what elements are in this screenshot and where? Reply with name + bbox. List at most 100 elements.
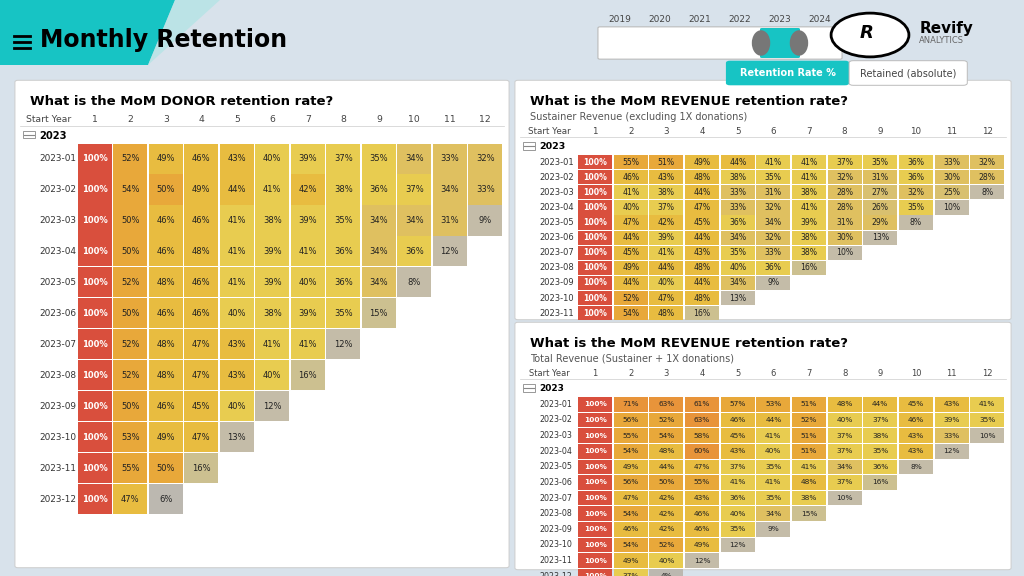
Text: 40%: 40% (729, 263, 746, 272)
Text: 10: 10 (910, 369, 922, 378)
Text: 52%: 52% (658, 542, 675, 548)
Text: 2019: 2019 (608, 15, 632, 24)
Bar (148, 267, 182, 297)
Bar (361, 175, 395, 204)
Text: 50%: 50% (658, 479, 675, 486)
Bar (114, 143, 147, 173)
Text: 100%: 100% (584, 263, 607, 272)
Bar (757, 522, 791, 537)
Text: 100%: 100% (584, 294, 607, 302)
Text: 39%: 39% (299, 154, 317, 163)
Bar (899, 155, 933, 169)
Text: 41%: 41% (801, 158, 817, 166)
Text: 42%: 42% (658, 495, 675, 501)
Text: 48%: 48% (657, 309, 675, 318)
Bar (792, 185, 826, 199)
Text: 41%: 41% (801, 464, 817, 470)
Text: 12%: 12% (943, 448, 959, 454)
Bar (685, 155, 719, 169)
Text: 44%: 44% (623, 278, 639, 287)
Bar (148, 484, 182, 514)
Bar (579, 215, 612, 230)
Text: 57%: 57% (729, 401, 745, 407)
Text: 100%: 100% (584, 464, 606, 470)
Bar (184, 143, 218, 173)
Text: 54%: 54% (623, 542, 639, 548)
Text: 41%: 41% (263, 185, 282, 194)
Text: 100%: 100% (584, 433, 606, 438)
Text: 41%: 41% (227, 278, 246, 287)
Text: 7: 7 (305, 115, 310, 124)
Bar (361, 143, 395, 173)
Bar (649, 397, 683, 412)
Text: 45%: 45% (193, 402, 211, 411)
Text: 48%: 48% (837, 401, 853, 407)
Bar (579, 475, 612, 490)
Text: 48%: 48% (693, 294, 711, 302)
Bar (685, 291, 719, 305)
Text: 2023-10: 2023-10 (540, 294, 574, 302)
Bar (649, 291, 683, 305)
Bar (579, 444, 612, 458)
Text: 35%: 35% (729, 248, 746, 257)
Text: 53%: 53% (121, 433, 139, 442)
Bar (613, 276, 648, 290)
Bar (863, 170, 897, 184)
Text: 16%: 16% (191, 464, 211, 473)
Text: 100%: 100% (584, 573, 606, 576)
Bar (649, 506, 683, 521)
Bar (649, 215, 683, 230)
Bar (579, 291, 612, 305)
Text: 46%: 46% (157, 309, 175, 318)
Text: 47%: 47% (657, 294, 675, 302)
Text: 2023-05: 2023-05 (540, 218, 574, 227)
Bar (649, 261, 683, 275)
Bar (721, 444, 755, 458)
Bar (397, 206, 431, 236)
Text: 2: 2 (127, 115, 133, 124)
Bar (291, 236, 325, 267)
Text: 35%: 35% (334, 216, 352, 225)
Bar (649, 569, 683, 576)
Text: 2023-12: 2023-12 (540, 571, 572, 576)
Text: 11: 11 (444, 115, 456, 124)
Bar (970, 429, 1005, 443)
Text: 35%: 35% (370, 154, 388, 163)
Text: 13%: 13% (871, 233, 889, 242)
Text: 35%: 35% (907, 203, 925, 212)
Text: 52%: 52% (121, 371, 139, 380)
Text: 52%: 52% (623, 294, 639, 302)
Bar (792, 444, 826, 458)
Bar (468, 206, 502, 236)
Bar (255, 267, 289, 297)
Text: 100%: 100% (584, 511, 606, 517)
Bar (721, 230, 755, 245)
Text: 33%: 33% (943, 158, 961, 166)
Bar (291, 175, 325, 204)
Text: 3: 3 (664, 369, 669, 378)
Bar (935, 397, 969, 412)
Text: 40%: 40% (765, 448, 781, 454)
Bar (685, 170, 719, 184)
Text: 34%: 34% (370, 247, 388, 256)
Bar (649, 170, 683, 184)
Text: 25%: 25% (943, 188, 961, 197)
Bar (613, 491, 648, 505)
Text: What is the MoM REVENUE retention rate?: What is the MoM REVENUE retention rate? (530, 94, 848, 108)
Text: 46%: 46% (157, 216, 175, 225)
Text: 44%: 44% (765, 417, 781, 423)
Bar (721, 397, 755, 412)
Text: 2023-03: 2023-03 (540, 431, 572, 440)
Text: 35%: 35% (334, 309, 352, 318)
Text: Total Revenue (Sustainer + 1X donations): Total Revenue (Sustainer + 1X donations) (530, 354, 734, 364)
Bar (613, 230, 648, 245)
Bar (935, 412, 969, 427)
Bar (935, 429, 969, 443)
Text: 63%: 63% (694, 417, 711, 423)
Bar (757, 397, 791, 412)
Text: 2023: 2023 (540, 142, 565, 151)
Text: 43%: 43% (908, 433, 924, 438)
Text: 37%: 37% (837, 479, 853, 486)
Text: 8: 8 (842, 369, 847, 378)
Bar (792, 155, 826, 169)
